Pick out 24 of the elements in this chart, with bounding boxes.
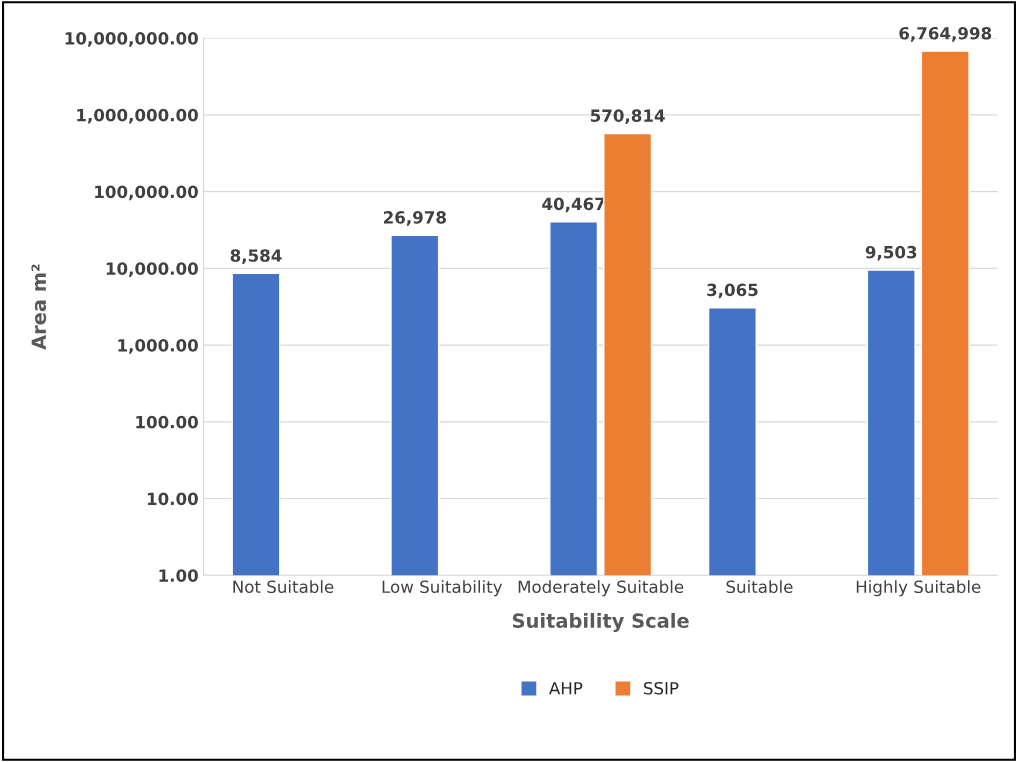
data-label: 6,764,998 [899,26,992,42]
x-tick-label: Low Suitability [382,580,503,597]
x-tick-label: Moderately Suitable [518,580,684,597]
y-tick-label: 1,000,000.00 [77,108,198,124]
data-label: 570,814 [590,109,665,125]
data-label: 8,584 [230,249,282,264]
legend-label: AHP [549,682,583,695]
x-tick-label: Not Suitable [233,580,334,594]
y-tick-label: 1.00 [159,569,198,582]
data-label: 9,503 [865,245,917,261]
y-axis-title: Area m² [31,264,47,350]
y-tick-label: 100,000.00 [95,185,198,201]
y-tick-label: 100.00 [136,415,198,429]
data-label: 40,467 [542,197,605,213]
x-tick-label: Suitable [726,580,793,594]
legend-label: SSIP [643,681,679,695]
y-tick-label: 10.00 [147,492,198,506]
y-tick-label: 10,000.00 [106,262,198,278]
x-tick-label: Highly Suitable [856,580,981,597]
data-label: 26,978 [383,211,446,226]
data-label: 3,065 [707,283,758,299]
y-tick-label: 1,000.00 [118,339,198,354]
y-tick-label: 10,000,000.00 [65,32,198,47]
x-axis-title: Suitability Scale [512,612,689,632]
